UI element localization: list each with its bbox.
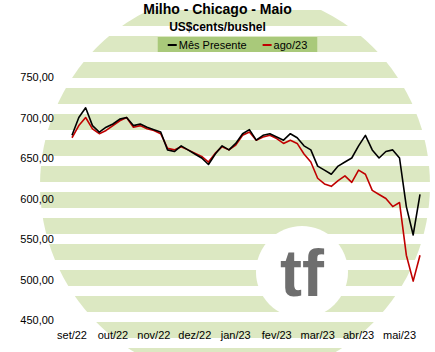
watermark-text: tf [280, 236, 325, 310]
watermark: tf [40, 0, 430, 352]
legend-box [158, 37, 318, 52]
watermark-circle [256, 226, 348, 318]
x-tick-label: fev/23 [262, 329, 292, 341]
series-group [72, 108, 420, 281]
y-tick-label: 750,00 [20, 71, 54, 83]
series-line [72, 108, 420, 235]
y-tick-label: 700,00 [20, 112, 54, 124]
legend-label: ago/23 [274, 39, 308, 51]
x-tick-label: nov/22 [137, 329, 170, 341]
y-tick-label: 550,00 [20, 233, 54, 245]
x-tick-label: abr/23 [343, 329, 374, 341]
y-tick-label: 500,00 [20, 274, 54, 286]
title: Milho - Chicago - Maio [143, 1, 292, 17]
subtitle: US$cents/bushel [169, 20, 266, 34]
legend: Mês Presente ago/23 [158, 37, 318, 52]
x-tick-label: dez/22 [178, 329, 211, 341]
y-tick-label: 600,00 [20, 193, 54, 205]
x-tick-label: out/22 [98, 329, 129, 341]
legend-swatch [168, 44, 177, 46]
legend-swatch [263, 44, 272, 46]
x-tick-label: jan/23 [220, 329, 251, 341]
legend-label: Mês Presente [179, 39, 247, 51]
x-tick-label: mai/23 [383, 329, 416, 341]
watermark-stripes [40, 0, 430, 352]
y-tick-label: 650,00 [20, 152, 54, 164]
x-tick-label: mar/23 [301, 329, 335, 341]
y-tick-label: 450,00 [20, 314, 54, 326]
chart: tf Milho - Chicago - Maio US$cents/bushel 4… [0, 0, 435, 352]
x-tick-label: set/22 [57, 329, 87, 341]
